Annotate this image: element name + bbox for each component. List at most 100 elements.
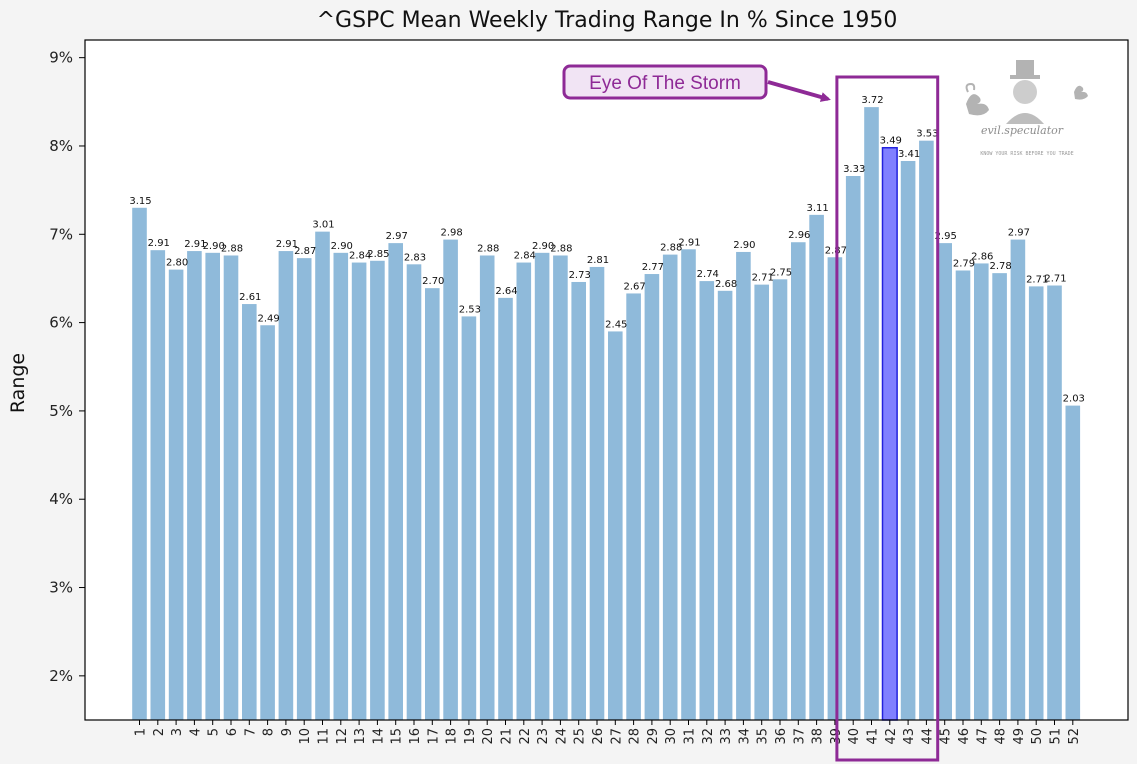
y-tick-label-4: 4% bbox=[49, 490, 73, 508]
data-labels-group: 3.152.912.802.912.902.882.612.492.912.87… bbox=[129, 95, 1085, 404]
bar-week-40 bbox=[845, 176, 861, 720]
bar-week-39 bbox=[827, 257, 843, 720]
x-tick-label-23: 23 bbox=[536, 728, 551, 745]
y-tick-label-2: 2% bbox=[49, 667, 73, 685]
bar-week-51 bbox=[1047, 285, 1062, 720]
x-tick-label-42: 42 bbox=[884, 728, 899, 745]
bar-week-22 bbox=[516, 262, 532, 720]
bar-week-14 bbox=[370, 260, 385, 720]
data-label-week-35: 2.71 bbox=[752, 273, 774, 284]
data-label-week-5: 2.90 bbox=[203, 241, 225, 252]
data-label-week-1: 3.15 bbox=[129, 196, 151, 207]
data-label-week-17: 2.70 bbox=[422, 276, 444, 287]
data-label-week-28: 2.67 bbox=[623, 281, 645, 292]
swan-right-icon bbox=[1074, 85, 1088, 100]
x-tick-label-35: 35 bbox=[756, 728, 771, 745]
data-label-week-19: 2.53 bbox=[459, 304, 481, 315]
x-tick-label-48: 48 bbox=[994, 728, 1009, 745]
x-tick-label-36: 36 bbox=[774, 728, 789, 745]
x-tick-label-43: 43 bbox=[902, 728, 917, 745]
x-tick-label-11: 11 bbox=[317, 728, 332, 745]
data-label-week-41: 3.72 bbox=[861, 95, 883, 106]
bar-week-30 bbox=[662, 254, 678, 720]
x-tick-label-26: 26 bbox=[591, 728, 606, 745]
bar-week-5 bbox=[205, 252, 220, 720]
swan-left-icon bbox=[965, 82, 989, 116]
x-tick-label-2: 2 bbox=[152, 728, 167, 736]
x-tick-label-37: 37 bbox=[792, 728, 807, 745]
x-tick-label-38: 38 bbox=[811, 728, 826, 745]
annotation-box bbox=[562, 64, 768, 100]
data-label-week-46: 2.79 bbox=[953, 258, 975, 269]
data-label-week-32: 2.74 bbox=[697, 269, 719, 280]
x-tick-label-25: 25 bbox=[573, 728, 588, 745]
data-label-week-24: 2.88 bbox=[550, 243, 572, 254]
data-label-week-38: 3.11 bbox=[806, 203, 828, 214]
bar-week-52 bbox=[1065, 405, 1081, 720]
x-tick-label-51: 51 bbox=[1049, 728, 1064, 745]
watermark-tagline: KNOW YOUR RISK BEFORE YOU TRADE bbox=[980, 151, 1073, 157]
bar-week-10 bbox=[296, 258, 312, 720]
bar-week-49 bbox=[1010, 239, 1026, 720]
annotation-arrow bbox=[767, 80, 831, 102]
data-label-week-33: 2.68 bbox=[715, 279, 737, 290]
data-label-week-52: 2.03 bbox=[1063, 394, 1085, 405]
bar-week-45 bbox=[937, 243, 952, 720]
x-tick-label-29: 29 bbox=[646, 728, 661, 745]
bar-week-8 bbox=[260, 325, 275, 720]
y-tick-label-5: 5% bbox=[49, 402, 73, 420]
data-label-week-8: 2.49 bbox=[257, 313, 279, 324]
annotation-callout: Eye Of The Storm bbox=[562, 64, 831, 102]
x-tick-label-3: 3 bbox=[170, 728, 185, 736]
x-tick-label-27: 27 bbox=[609, 728, 624, 745]
bar-week-50 bbox=[1028, 286, 1044, 720]
x-tick-label-8: 8 bbox=[262, 728, 277, 736]
bar-week-3 bbox=[168, 269, 184, 720]
bar-week-29 bbox=[644, 274, 660, 720]
bar-week-12 bbox=[333, 252, 349, 720]
x-tick-label-14: 14 bbox=[371, 728, 386, 745]
y-tick-label-7: 7% bbox=[49, 225, 73, 243]
bar-week-43 bbox=[900, 160, 916, 721]
data-label-week-37: 2.96 bbox=[788, 230, 810, 241]
bar-week-9 bbox=[278, 251, 294, 720]
bar-week-1 bbox=[132, 207, 147, 721]
bar-week-15 bbox=[388, 243, 403, 720]
data-label-week-13: 2.84 bbox=[349, 251, 371, 262]
y-tick-label-9: 9% bbox=[49, 49, 73, 67]
x-tick-label-28: 28 bbox=[628, 728, 643, 745]
x-tick-label-34: 34 bbox=[737, 728, 752, 745]
x-tick-label-50: 50 bbox=[1030, 728, 1045, 745]
x-axis: 1 2 3 4 5 6 7 8 9 10 11 12 13 14 15 16 17 18 19 20 21 22 23 24 2… bbox=[134, 720, 1082, 745]
y-tick-label-8: 8% bbox=[49, 137, 73, 155]
bar-week-27 bbox=[608, 331, 623, 720]
bar-week-48 bbox=[992, 273, 1007, 720]
x-tick-label-32: 32 bbox=[701, 728, 716, 745]
bar-week-36 bbox=[772, 279, 788, 720]
data-label-week-15: 2.97 bbox=[386, 231, 408, 242]
x-tick-label-41: 41 bbox=[866, 728, 881, 745]
x-tick-label-44: 44 bbox=[920, 728, 935, 745]
data-label-week-29: 2.77 bbox=[642, 262, 664, 273]
x-tick-label-40: 40 bbox=[847, 728, 862, 745]
y-axis-label: Range bbox=[7, 353, 29, 413]
bar-week-38 bbox=[809, 214, 824, 721]
x-tick-label-6: 6 bbox=[225, 728, 240, 736]
watermark-name: evil.speculator bbox=[981, 124, 1064, 137]
bar-week-21 bbox=[498, 297, 513, 720]
gentleman-icon bbox=[1006, 60, 1044, 124]
data-label-week-14: 2.85 bbox=[367, 249, 389, 260]
x-tick-label-5: 5 bbox=[207, 728, 222, 736]
data-label-week-18: 2.98 bbox=[440, 228, 462, 239]
bar-week-19 bbox=[461, 316, 477, 720]
data-label-week-36: 2.75 bbox=[770, 267, 792, 278]
bar-week-23 bbox=[534, 252, 550, 720]
data-label-week-3: 2.80 bbox=[166, 258, 188, 269]
bar-week-47 bbox=[974, 263, 989, 720]
data-label-week-50: 2.71 bbox=[1026, 274, 1048, 285]
bar-week-18 bbox=[443, 239, 458, 720]
x-tick-label-31: 31 bbox=[683, 728, 698, 745]
bar-week-13 bbox=[351, 262, 367, 720]
data-label-week-21: 2.64 bbox=[495, 286, 517, 297]
data-label-week-30: 2.88 bbox=[660, 243, 682, 254]
